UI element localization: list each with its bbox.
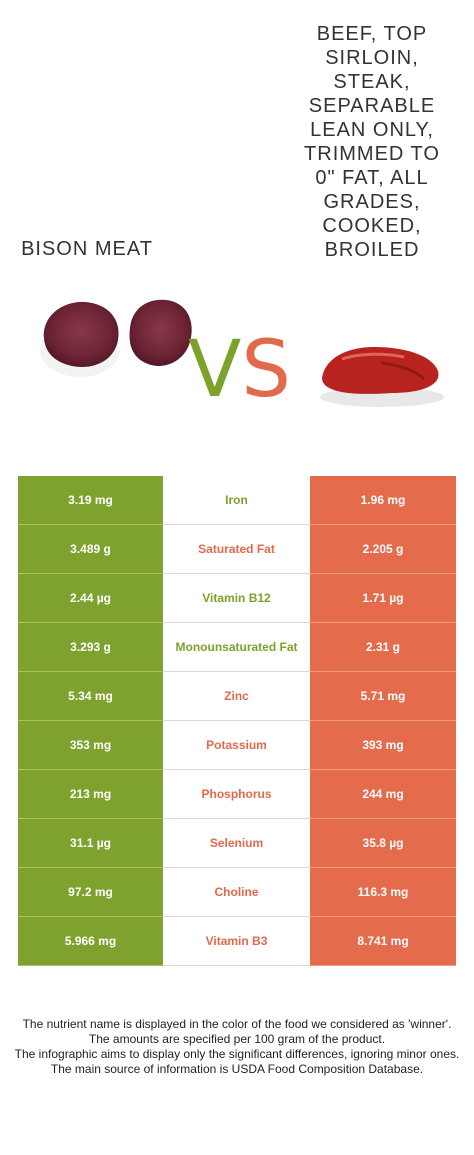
comparison-table: 3.19 mg Iron 1.96 mg 3.489 g Saturated F… <box>18 476 456 966</box>
right-food-title-line: SIRLOIN, <box>325 47 419 69</box>
footnote: The amounts are specified per 100 gram o… <box>88 1032 386 1046</box>
table-row: 5.34 mg Zinc 5.71 mg <box>18 672 456 721</box>
left-value: 3.293 g <box>18 623 163 672</box>
right-food-title-line: BROILED <box>324 239 420 261</box>
nutrient-name: Monounsaturated Fat <box>163 623 310 672</box>
nutrient-name: Vitamin B3 <box>163 917 310 966</box>
right-value: 393 mg <box>310 721 456 770</box>
right-value: 2.31 g <box>310 623 456 672</box>
footnotes: The nutrient name is displayed in the co… <box>14 1017 460 1077</box>
footnote: The nutrient name is displayed in the co… <box>22 1017 452 1031</box>
versus-label: VS <box>188 330 291 410</box>
beef-sirloin-image <box>320 347 444 407</box>
left-value: 97.2 mg <box>18 868 163 917</box>
table-row: 31.1 µg Selenium 35.8 µg <box>18 819 456 868</box>
nutrient-name: Iron <box>163 476 310 525</box>
table-row: 5.966 mg Vitamin B3 8.741 mg <box>18 917 456 966</box>
table-row: 3.293 g Monounsaturated Fat 2.31 g <box>18 623 456 672</box>
bison-meat-image <box>40 299 192 377</box>
footnote: The main source of information is USDA F… <box>50 1062 424 1076</box>
left-value: 3.19 mg <box>18 476 163 525</box>
left-value: 5.34 mg <box>18 672 163 721</box>
nutrient-name: Potassium <box>163 721 310 770</box>
nutrient-name: Vitamin B12 <box>163 574 310 623</box>
right-value: 5.71 mg <box>310 672 456 721</box>
right-value: 116.3 mg <box>310 868 456 917</box>
table-row: 3.489 g Saturated Fat 2.205 g <box>18 525 456 574</box>
footnote: The infographic aims to display only the… <box>14 1047 460 1061</box>
right-value: 2.205 g <box>310 525 456 574</box>
left-value: 31.1 µg <box>18 819 163 868</box>
nutrient-name: Zinc <box>163 672 310 721</box>
nutrient-name: Selenium <box>163 819 310 868</box>
right-food-title-line: COOKED, <box>322 215 422 237</box>
left-value: 353 mg <box>18 721 163 770</box>
right-value: 1.71 µg <box>310 574 456 623</box>
versus-v: V <box>188 325 242 415</box>
right-food-title-line: STEAK, <box>333 71 411 93</box>
right-food-title-line: BEEF, TOP <box>316 23 428 45</box>
right-value: 244 mg <box>310 770 456 819</box>
right-value: 1.96 mg <box>310 476 456 525</box>
table-row: 213 mg Phosphorus 244 mg <box>18 770 456 819</box>
left-value: 5.966 mg <box>18 917 163 966</box>
left-value: 2.44 µg <box>18 574 163 623</box>
versus-s: S <box>241 325 291 415</box>
table-row: 2.44 µg Vitamin B12 1.71 µg <box>18 574 456 623</box>
nutrient-name: Phosphorus <box>163 770 310 819</box>
nutrient-name: Saturated Fat <box>163 525 310 574</box>
right-value: 35.8 µg <box>310 819 456 868</box>
table-row: 97.2 mg Choline 116.3 mg <box>18 868 456 917</box>
right-food-title-line: SEPARABLE <box>308 95 436 117</box>
right-food-title-line: GRADES, <box>323 191 421 213</box>
left-food-title: BISON MEAT <box>21 238 153 260</box>
right-food-title-line: LEAN ONLY, <box>310 119 434 141</box>
right-food-title-line: 0" FAT, ALL <box>315 167 429 189</box>
right-food-title-line: TRIMMED TO <box>304 143 440 165</box>
table-row: 353 mg Potassium 393 mg <box>18 721 456 770</box>
left-value: 3.489 g <box>18 525 163 574</box>
left-value: 213 mg <box>18 770 163 819</box>
table-row: 3.19 mg Iron 1.96 mg <box>18 476 456 525</box>
nutrient-name: Choline <box>163 868 310 917</box>
right-food-title: BEEF, TOP SIRLOIN, STEAK, SEPARABLE LEAN… <box>300 22 444 262</box>
right-value: 8.741 mg <box>310 917 456 966</box>
